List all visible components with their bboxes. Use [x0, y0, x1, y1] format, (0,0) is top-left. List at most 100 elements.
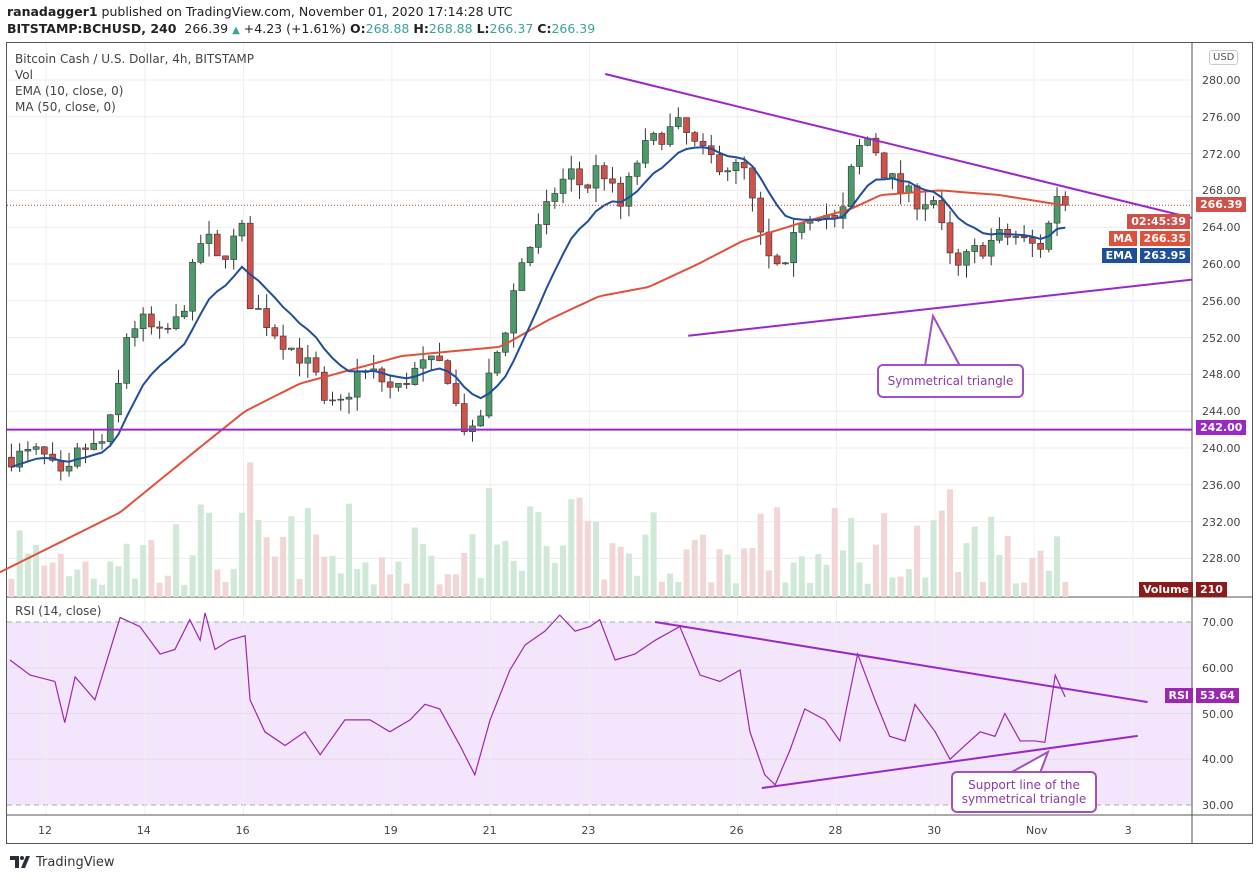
volume-bar [963, 543, 970, 597]
candle-up [535, 224, 542, 248]
volume-bar [90, 578, 97, 597]
candle-up [189, 261, 196, 312]
volume-bar [667, 573, 674, 597]
volume-bar [1054, 536, 1061, 597]
candle-down [452, 383, 460, 404]
currency-button[interactable]: USD [1209, 50, 1239, 65]
price-change: +4.23 (+1.61%) [243, 21, 347, 36]
candle-up [493, 351, 501, 374]
candle-up [642, 140, 649, 164]
time-tick-label: 12 [38, 824, 52, 837]
price-tick-label: 264.00 [1202, 221, 1241, 235]
volume-bar [732, 583, 739, 597]
low-label: L: [476, 21, 490, 36]
volume-bar [206, 512, 213, 597]
volume-bar [1021, 582, 1028, 597]
publisher: ranadagger1 [7, 4, 98, 19]
support-callout[interactable]: Support line of the symmetrical triangle [951, 771, 1097, 813]
volume-bar [107, 561, 114, 597]
price-tick-label: 268.00 [1202, 184, 1241, 198]
volume-bar [601, 579, 608, 597]
volume-bar [362, 562, 369, 597]
volume-bar [387, 574, 394, 597]
volume-bar [82, 561, 89, 597]
volume-bar [765, 570, 772, 597]
candle-up [32, 446, 40, 450]
price-tick-label: 248.00 [1202, 368, 1241, 382]
time-tick-label: 16 [235, 824, 250, 837]
legend-ema: EMA (10, close, 0) [15, 84, 124, 98]
volume-bar [848, 517, 855, 597]
rsi-line [9, 612, 1066, 786]
time-tick-label: 19 [383, 824, 398, 837]
tradingview-logo[interactable]: TradingView [8, 853, 115, 871]
candle-up [567, 168, 575, 180]
candle-down [320, 371, 328, 401]
candle-up [551, 193, 559, 202]
price-tick-label: 252.00 [1202, 331, 1241, 345]
volume-bar [164, 575, 171, 597]
candle-up [16, 450, 23, 468]
candle-down [584, 184, 592, 189]
volume-bar [996, 554, 1003, 597]
candle-down [57, 460, 65, 472]
rsi-tick-label: 50.00 [1202, 707, 1234, 721]
volume-bar [230, 568, 237, 597]
volume-bar [568, 499, 575, 597]
publish-info: ranadagger1 published on TradingView.com… [7, 4, 512, 19]
volume-bar [502, 540, 509, 597]
high-label: H: [413, 21, 429, 36]
volume-bar [815, 554, 822, 597]
candle-up [395, 383, 402, 388]
volume-bar [642, 534, 649, 597]
price-tick-label: 244.00 [1202, 405, 1241, 419]
candle-up [633, 162, 641, 177]
volume-bar [74, 569, 81, 597]
chart-frame[interactable] [6, 42, 1253, 844]
candle-up [90, 443, 98, 450]
volume-bar [930, 520, 937, 597]
volume-bar [313, 534, 320, 597]
volume-bar [156, 582, 163, 597]
volume-bar [724, 554, 731, 597]
candle-up [238, 222, 246, 237]
volume-bar [971, 526, 978, 597]
rsi-tick-label: 70.00 [1202, 616, 1234, 629]
ma-label-row: MA 266.35 [1109, 231, 1190, 246]
close-label: C: [537, 21, 552, 36]
candle-up [98, 441, 106, 444]
rsi-tick-label: 30.00 [1202, 799, 1234, 812]
ma-value-label: 266.35 [1139, 231, 1190, 246]
candle-down [757, 197, 764, 233]
triangle-callout[interactable]: Symmetrical triangle [877, 364, 1024, 398]
volume-bar [49, 562, 56, 597]
volume-name-label: Volume [1139, 582, 1193, 597]
candle-down [691, 132, 699, 142]
volume-bar [576, 497, 583, 597]
volume-bar [1029, 557, 1036, 597]
price-tick-label: 260.00 [1202, 258, 1241, 271]
volume-bar [370, 584, 377, 597]
candle-up [197, 243, 205, 263]
candle-down [954, 252, 962, 266]
rsi-upper-trendline [654, 621, 1148, 704]
volume-bar [527, 506, 534, 597]
candle-down [296, 347, 303, 364]
candle-down [617, 182, 624, 207]
rsi-lower-trendline [761, 734, 1138, 790]
volume-bar [757, 513, 764, 597]
volume-bar [395, 561, 402, 597]
candle-down [600, 165, 608, 180]
volume-bar [839, 550, 846, 597]
volume-bar [1062, 581, 1069, 597]
volume-bar [378, 557, 385, 597]
candle-down [773, 255, 781, 265]
volume-bar [634, 575, 641, 597]
volume-bar [181, 584, 188, 597]
support-callout-pointer [1009, 749, 1050, 774]
volume-bar [321, 556, 328, 597]
volume-bar [214, 569, 221, 597]
candle-up [625, 176, 633, 207]
volume-bar [345, 503, 352, 597]
